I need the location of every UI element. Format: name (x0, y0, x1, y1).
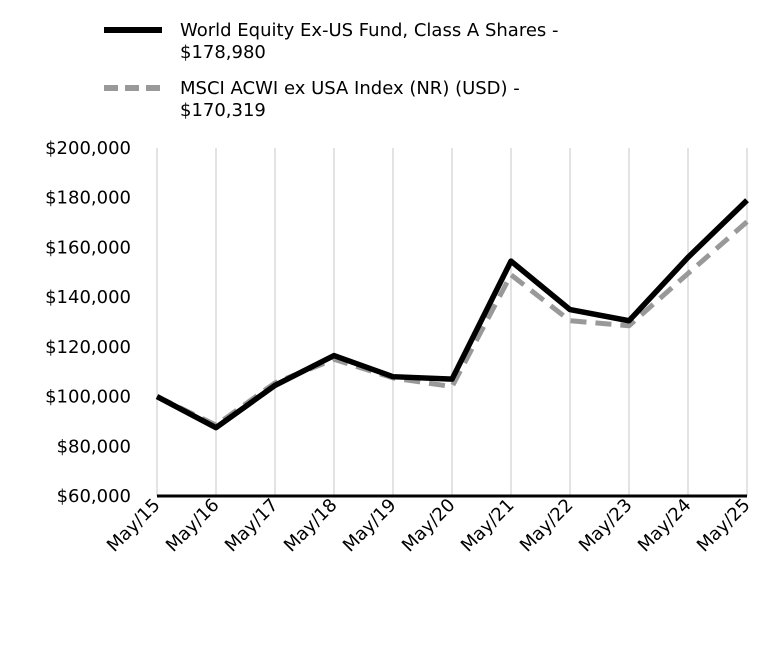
chart-legend: World Equity Ex-US Fund, Class A Shares … (104, 20, 559, 121)
y-axis-tick-labels: $200,000 $180,000 $160,000 $140,000 $120,000… (45, 138, 131, 507)
chart-axes (156, 148, 747, 498)
legend-entry-1: MSCI ACWI ex USA Index (NR) (USD) -$170,… (104, 78, 520, 121)
legend-label-0: World Equity Ex-US Fund, Class A Shares … (180, 20, 559, 63)
y-tick-label: $140,000 (45, 287, 131, 308)
legend-label-line: $170,319 (180, 100, 266, 121)
legend-label-line: World Equity Ex-US Fund, Class A Shares … (180, 20, 559, 41)
vertical-gridlines (215, 148, 748, 496)
chart-series (155, 198, 749, 431)
legend-label-1: MSCI ACWI ex USA Index (NR) (USD) -$170,… (180, 78, 520, 121)
y-tick-label: $200,000 (45, 138, 131, 159)
x-tick-label: May/25 (693, 495, 755, 557)
legend-label-line: $178,980 (180, 42, 266, 63)
legend-label-line: MSCI ACWI ex USA Index (NR) (USD) - (180, 78, 520, 99)
y-tick-label: $100,000 (45, 387, 131, 408)
x-tick-label: May/21 (457, 495, 519, 557)
y-tick-label: $180,000 (45, 188, 131, 209)
legend-entry-0: World Equity Ex-US Fund, Class A Shares … (104, 20, 559, 63)
x-tick-label: May/18 (280, 495, 342, 557)
y-tick-label: $160,000 (45, 237, 131, 258)
x-tick-label: May/23 (575, 495, 637, 557)
y-tick-label: $60,000 (57, 486, 131, 507)
x-tick-label: May/19 (339, 495, 401, 557)
series-line-0 (155, 198, 749, 431)
y-tick-label: $80,000 (57, 436, 131, 457)
y-tick-label: $120,000 (45, 337, 131, 358)
x-tick-label: May/22 (516, 495, 578, 557)
x-tick-label: May/24 (634, 495, 696, 557)
x-axis-tick-labels: May/15May/16May/17May/18May/19May/20May/… (103, 495, 755, 557)
x-tick-label: May/20 (398, 495, 460, 557)
x-tick-label: May/16 (162, 495, 224, 557)
x-tick-label: May/17 (221, 495, 283, 557)
